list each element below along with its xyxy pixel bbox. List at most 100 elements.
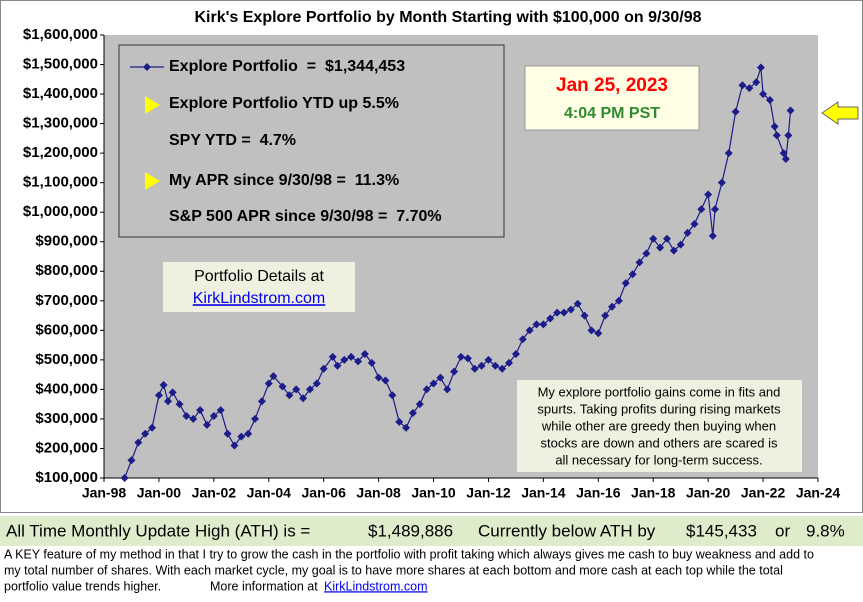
marker [656,243,665,252]
y-tick-label: $800,000 [35,262,98,279]
marker [328,352,337,361]
x-tick-label: Jan-20 [686,485,731,501]
marker [649,234,658,243]
marker [312,379,321,388]
marker [752,78,761,87]
marker [216,406,225,415]
marker [491,361,500,370]
marker [580,311,589,320]
marker [251,414,260,423]
marker [422,385,431,394]
marker [711,205,720,214]
details-label: Portfolio Details at [194,268,324,285]
x-tick-label: Jan-10 [411,485,456,501]
note-line: spurts. Taking profits during rising mar… [537,401,781,416]
marker [621,279,630,288]
marker [477,361,486,370]
marker [498,364,507,373]
y-tick-label: $1,300,000 [23,115,98,132]
marker [628,270,637,279]
stat: Explore Portfolio YTD up 5.5% [169,95,399,112]
marker [786,106,795,115]
marker [457,352,465,361]
marker [278,382,287,391]
more-info: More information at [210,579,318,593]
marker [154,391,163,400]
ath-text: Currently below ATH by [478,521,656,540]
arrow [821,101,859,125]
stats-box [118,44,505,238]
marker [532,320,541,329]
marker [505,358,514,367]
legend-marker [143,63,151,71]
marker [285,391,294,400]
marker [340,355,349,364]
ath-text: or [775,521,790,540]
footer-line: portfolio value trends higher. [4,579,161,593]
marker [511,349,520,358]
legend-label: Explore Portfolio = $1,344,453 [169,58,405,75]
ath-text: $1,489,886 [368,521,453,540]
y-tick-label: $1,200,000 [23,144,98,161]
note-line: stocks are down and others are scared is [540,435,778,450]
marker [759,90,768,99]
marker [539,320,548,329]
marker [587,326,596,335]
marker [683,228,692,237]
marker [402,423,411,432]
marker [662,234,671,243]
footer-line: A KEY feature of my method in that I try… [4,547,814,561]
arrow [122,96,160,114]
marker [395,417,404,426]
marker [374,373,383,382]
marker [765,95,774,104]
x-tick-label: Jan-08 [356,485,401,501]
marker [429,379,438,388]
footer-line: my total number of shares. With each mar… [4,563,783,577]
x-tick-label: Jan-14 [521,485,566,501]
marker [745,84,754,93]
y-tick-label: $1,400,000 [23,85,98,102]
y-tick-label: $1,500,000 [23,56,98,73]
marker [230,441,239,450]
marker [463,354,472,363]
marker [708,231,717,240]
marker [518,335,527,344]
x-tick-label: Jan-24 [796,485,841,501]
footer-link[interactable]: KirkLindstrom.com [324,579,428,593]
marker [436,373,445,382]
marker [120,474,129,482]
stat: SPY YTD = 4.7% [169,132,296,149]
marker [781,155,790,164]
marker [347,352,356,361]
marker [354,357,363,366]
marker [594,329,603,338]
x-tick-label: Jan-12 [466,485,511,501]
marker [388,391,397,400]
marker [669,246,678,255]
note-line: while other are greedy then buying when [541,418,776,433]
marker [601,311,610,320]
marker [724,149,733,158]
y-tick-label: $400,000 [35,380,98,397]
marker [209,411,218,420]
marker [553,308,562,317]
details-link[interactable]: KirkLindstrom.com [193,290,325,307]
ath-bar [0,516,863,546]
marker [676,240,685,249]
marker [484,355,493,364]
x-tick-label: Jan-18 [631,485,676,501]
marker [525,326,534,335]
marker [770,122,779,131]
marker [756,63,765,72]
marker [175,400,184,409]
ath-text: All Time Monthly Update High (ATH) is = [6,521,310,540]
marker [642,249,651,258]
marker [470,364,479,373]
note-line: My explore portfolio gains come in fits … [538,384,781,399]
y-tick-label: $500,000 [35,351,98,368]
marker [163,397,172,406]
arrow [122,172,160,190]
